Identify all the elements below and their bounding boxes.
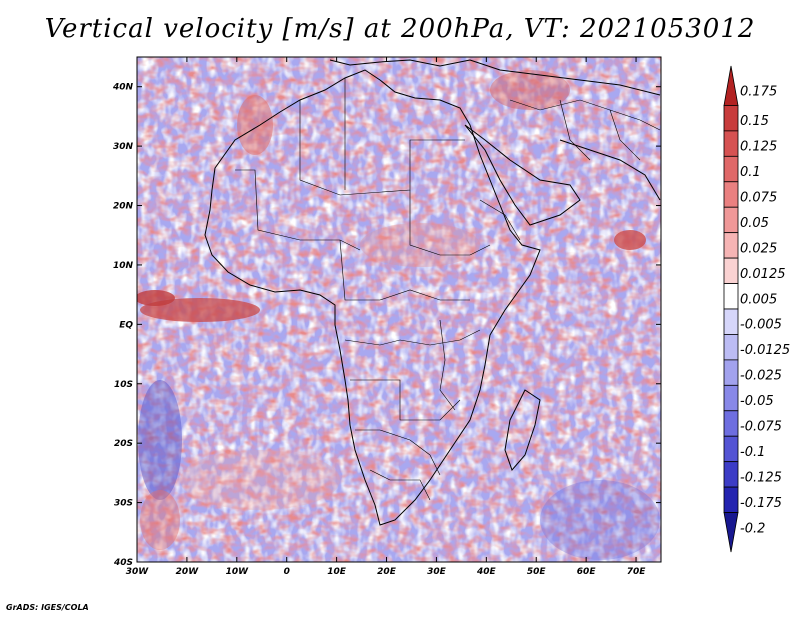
lat-tick-label: EQ bbox=[119, 320, 133, 330]
colorbar-swatch bbox=[723, 435, 739, 463]
colorbar-label: 0.0125 bbox=[740, 267, 786, 282]
credit-text: GrADS: IGES/COLA bbox=[6, 603, 89, 612]
colorbar-label: 0.005 bbox=[740, 292, 777, 307]
colorbar-swatch bbox=[723, 130, 739, 157]
lon-tick-label: 70E bbox=[627, 567, 647, 577]
colorbar-label: -0.025 bbox=[740, 369, 782, 384]
border bbox=[479, 199, 521, 241]
colorbar-label: -0.125 bbox=[740, 470, 782, 485]
colorbar-swatch bbox=[723, 486, 739, 513]
colorbar-label: -0.2 bbox=[740, 521, 765, 536]
field-descent bbox=[540, 480, 660, 560]
colorbar-swatch bbox=[723, 232, 739, 259]
field-strong-ascent bbox=[140, 298, 260, 322]
colorbar-swatch bbox=[723, 181, 739, 208]
field-ascent bbox=[490, 70, 570, 110]
border bbox=[350, 379, 461, 421]
lat-tick-label: 40S bbox=[113, 558, 133, 568]
colorbar-label: 0.1 bbox=[740, 165, 761, 180]
lon-tick-label: 20E bbox=[377, 567, 397, 577]
lat-tick-label: 20S bbox=[114, 439, 133, 449]
border bbox=[559, 99, 591, 161]
colorbar-swatch bbox=[723, 359, 739, 386]
colorbar-label: 0.05 bbox=[740, 216, 769, 231]
europe-coastline bbox=[329, 59, 471, 67]
asia-coastline bbox=[469, 59, 661, 96]
field-strong-ascent bbox=[614, 230, 646, 250]
colorbar-swatch bbox=[723, 512, 739, 553]
lat-tick-label: 10S bbox=[114, 380, 133, 390]
border bbox=[409, 190, 491, 256]
lon-tick-label: 0 bbox=[284, 567, 290, 577]
field-ascent bbox=[140, 490, 180, 550]
colorbar-swatch bbox=[723, 257, 739, 284]
lat-tick-label: 30N bbox=[113, 142, 134, 152]
lat-tick-label: 20N bbox=[113, 202, 134, 212]
colorbar-swatch bbox=[723, 334, 739, 361]
asia-coastline bbox=[559, 139, 661, 201]
border bbox=[439, 319, 456, 411]
colorbar-label: -0.0125 bbox=[740, 343, 790, 358]
colorbar-swatch bbox=[723, 461, 739, 488]
border bbox=[609, 109, 641, 161]
colorbar-label: 0.175 bbox=[740, 85, 777, 100]
lon-tick-label: 10E bbox=[327, 567, 347, 577]
field-ascent bbox=[180, 450, 340, 510]
colorbar-label: 0.075 bbox=[740, 191, 777, 206]
chart-title: Vertical velocity [m/s] at 200hPa, VT: 2… bbox=[44, 14, 756, 44]
lon-tick-label: 20W bbox=[176, 567, 200, 577]
colorbar-label: 0.125 bbox=[740, 140, 777, 155]
colorbar-swatch bbox=[723, 105, 739, 132]
colorbar-label: -0.05 bbox=[740, 394, 774, 409]
border bbox=[344, 329, 481, 346]
lat-tick-label: 30S bbox=[114, 499, 133, 509]
colorbar-swatch bbox=[723, 308, 739, 335]
arabia-coastline bbox=[464, 124, 581, 226]
border bbox=[509, 99, 661, 131]
lon-tick-label: 30E bbox=[427, 567, 447, 577]
lat-tick-label: 40N bbox=[112, 83, 134, 93]
border bbox=[339, 239, 470, 301]
lon-tick-label: 50E bbox=[527, 567, 547, 577]
colorbar-swatch bbox=[723, 206, 739, 234]
coastlines bbox=[204, 59, 661, 526]
velocity-field bbox=[137, 57, 661, 562]
border bbox=[299, 100, 465, 196]
colorbar-label: -0.075 bbox=[740, 420, 782, 435]
colorbar-swatch bbox=[723, 155, 739, 183]
border bbox=[355, 429, 441, 476]
colorbar-label: 0.15 bbox=[740, 114, 769, 129]
colorbar-label: 0.025 bbox=[740, 241, 777, 256]
field-descent bbox=[138, 380, 182, 500]
map-frame bbox=[136, 56, 662, 563]
field-strong-ascent bbox=[137, 290, 175, 306]
madagascar-coastline bbox=[504, 389, 541, 471]
country-borders bbox=[235, 78, 661, 501]
lon-tick-label: 40E bbox=[476, 567, 497, 577]
colorbar-label: -0.1 bbox=[740, 445, 765, 460]
lon-tick-label: 30W bbox=[126, 567, 150, 577]
colorbar-label: -0.175 bbox=[740, 496, 782, 511]
colorbar-swatch bbox=[723, 410, 739, 437]
colorbar-swatch bbox=[723, 384, 739, 412]
lon-tick-label: 60E bbox=[577, 567, 597, 577]
lon-tick-label: 10W bbox=[226, 567, 250, 577]
colorbar-swatch bbox=[723, 283, 739, 310]
border bbox=[235, 169, 361, 251]
africa-coastline bbox=[204, 69, 541, 526]
colorbar-label: -0.005 bbox=[740, 318, 782, 333]
field-ascent bbox=[237, 95, 273, 155]
border bbox=[369, 469, 431, 501]
field-ascent bbox=[360, 223, 480, 267]
colorbar-swatch bbox=[723, 65, 739, 106]
lat-tick-label: 10N bbox=[113, 261, 134, 271]
